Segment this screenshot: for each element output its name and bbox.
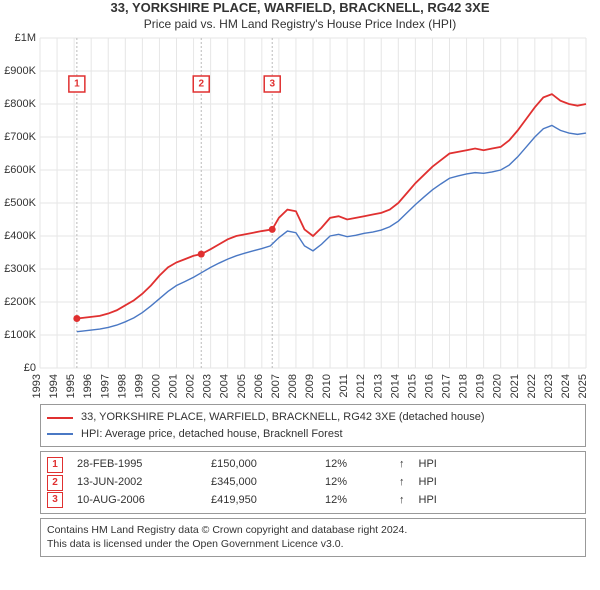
svg-text:2013: 2013	[372, 374, 384, 398]
arrow-up-icon: ↑	[399, 474, 405, 492]
arrow-up-icon: ↑	[399, 456, 405, 474]
sale-point	[269, 226, 276, 233]
svg-text:1998: 1998	[116, 374, 128, 398]
event-marker: 3	[47, 492, 63, 508]
svg-text:£200K: £200K	[4, 296, 36, 308]
arrow-up-icon: ↑	[399, 492, 405, 510]
legend-swatch	[47, 433, 73, 435]
svg-text:1: 1	[74, 79, 80, 90]
svg-text:2011: 2011	[338, 374, 350, 398]
svg-text:£0: £0	[24, 362, 36, 374]
page-title: 33, YORKSHIRE PLACE, WARFIELD, BRACKNELL…	[0, 0, 600, 17]
svg-text:2005: 2005	[236, 374, 248, 398]
event-pct: 12%	[325, 492, 385, 510]
svg-text:1995: 1995	[65, 374, 77, 398]
sale-events: 1 28-FEB-1995 £150,000 12% ↑ HPI 2 13-JUN-2002 £…	[40, 451, 586, 514]
credit-line: This data is licensed under the Open Gov…	[47, 537, 579, 551]
legend: 33, YORKSHIRE PLACE, WARFIELD, BRACKNELL…	[40, 404, 586, 447]
svg-text:2: 2	[198, 79, 204, 90]
sale-point	[198, 251, 205, 258]
svg-text:£100K: £100K	[4, 329, 36, 341]
svg-text:1999: 1999	[133, 374, 145, 398]
svg-text:2000: 2000	[150, 374, 162, 398]
event-marker: 2	[47, 475, 63, 491]
svg-text:£1M: £1M	[15, 32, 36, 44]
svg-text:£300K: £300K	[4, 263, 36, 275]
svg-text:1993: 1993	[31, 374, 43, 398]
svg-text:£500K: £500K	[4, 197, 36, 209]
event-note: HPI	[419, 474, 437, 492]
series-hpi	[77, 126, 586, 332]
svg-text:2008: 2008	[287, 374, 299, 398]
legend-label: 33, YORKSHIRE PLACE, WARFIELD, BRACKNELL…	[81, 409, 485, 426]
svg-text:£400K: £400K	[4, 230, 36, 242]
event-note: HPI	[419, 456, 437, 474]
svg-text:2020: 2020	[492, 374, 504, 398]
svg-text:2010: 2010	[321, 374, 333, 398]
event-row: 1 28-FEB-1995 £150,000 12% ↑ HPI	[47, 456, 579, 474]
legend-item: HPI: Average price, detached house, Brac…	[47, 426, 579, 443]
price-chart: £0 £100K £200K £300K £400K £500K £600K £700K £80…	[0, 32, 600, 400]
svg-text:1994: 1994	[48, 374, 60, 398]
svg-text:1997: 1997	[99, 374, 111, 398]
series-property	[77, 95, 586, 319]
svg-text:2022: 2022	[526, 374, 538, 398]
svg-text:2021: 2021	[509, 374, 521, 398]
svg-text:2003: 2003	[202, 374, 214, 398]
event-price: £419,950	[211, 492, 311, 510]
page-subtitle: Price paid vs. HM Land Registry's House …	[0, 17, 600, 33]
event-note: HPI	[419, 492, 437, 510]
svg-text:2004: 2004	[219, 374, 231, 398]
svg-text:£900K: £900K	[4, 65, 36, 77]
svg-text:1996: 1996	[82, 374, 94, 398]
event-row: 3 10-AUG-2006 £419,950 12% ↑ HPI	[47, 492, 579, 510]
event-price: £345,000	[211, 474, 311, 492]
svg-text:2006: 2006	[253, 374, 265, 398]
svg-text:£800K: £800K	[4, 98, 36, 110]
legend-swatch	[47, 417, 73, 419]
svg-text:2001: 2001	[168, 374, 180, 398]
svg-text:2014: 2014	[389, 374, 401, 398]
event-pct: 12%	[325, 474, 385, 492]
event-row: 2 13-JUN-2002 £345,000 12% ↑ HPI	[47, 474, 579, 492]
svg-text:3: 3	[269, 79, 275, 90]
event-date: 10-AUG-2006	[77, 492, 197, 510]
event-date: 13-JUN-2002	[77, 474, 197, 492]
event-pct: 12%	[325, 456, 385, 474]
svg-text:£600K: £600K	[4, 164, 36, 176]
svg-text:£700K: £700K	[4, 131, 36, 143]
svg-text:2018: 2018	[458, 374, 470, 398]
legend-label: HPI: Average price, detached house, Brac…	[81, 426, 343, 443]
sale-point	[73, 315, 80, 322]
svg-text:2023: 2023	[543, 374, 555, 398]
svg-text:2019: 2019	[475, 374, 487, 398]
event-marker: 1	[47, 457, 63, 473]
credit: Contains HM Land Registry data © Crown c…	[40, 518, 586, 556]
svg-text:2025: 2025	[577, 374, 589, 398]
svg-text:2012: 2012	[355, 374, 367, 398]
svg-text:2009: 2009	[304, 374, 316, 398]
svg-text:2017: 2017	[441, 374, 453, 398]
event-price: £150,000	[211, 456, 311, 474]
svg-text:2024: 2024	[560, 374, 572, 398]
legend-item: 33, YORKSHIRE PLACE, WARFIELD, BRACKNELL…	[47, 409, 579, 426]
credit-line: Contains HM Land Registry data © Crown c…	[47, 523, 579, 537]
svg-text:2016: 2016	[423, 374, 435, 398]
svg-text:2007: 2007	[270, 374, 282, 398]
svg-text:2002: 2002	[185, 374, 197, 398]
event-date: 28-FEB-1995	[77, 456, 197, 474]
svg-text:2015: 2015	[406, 374, 418, 398]
